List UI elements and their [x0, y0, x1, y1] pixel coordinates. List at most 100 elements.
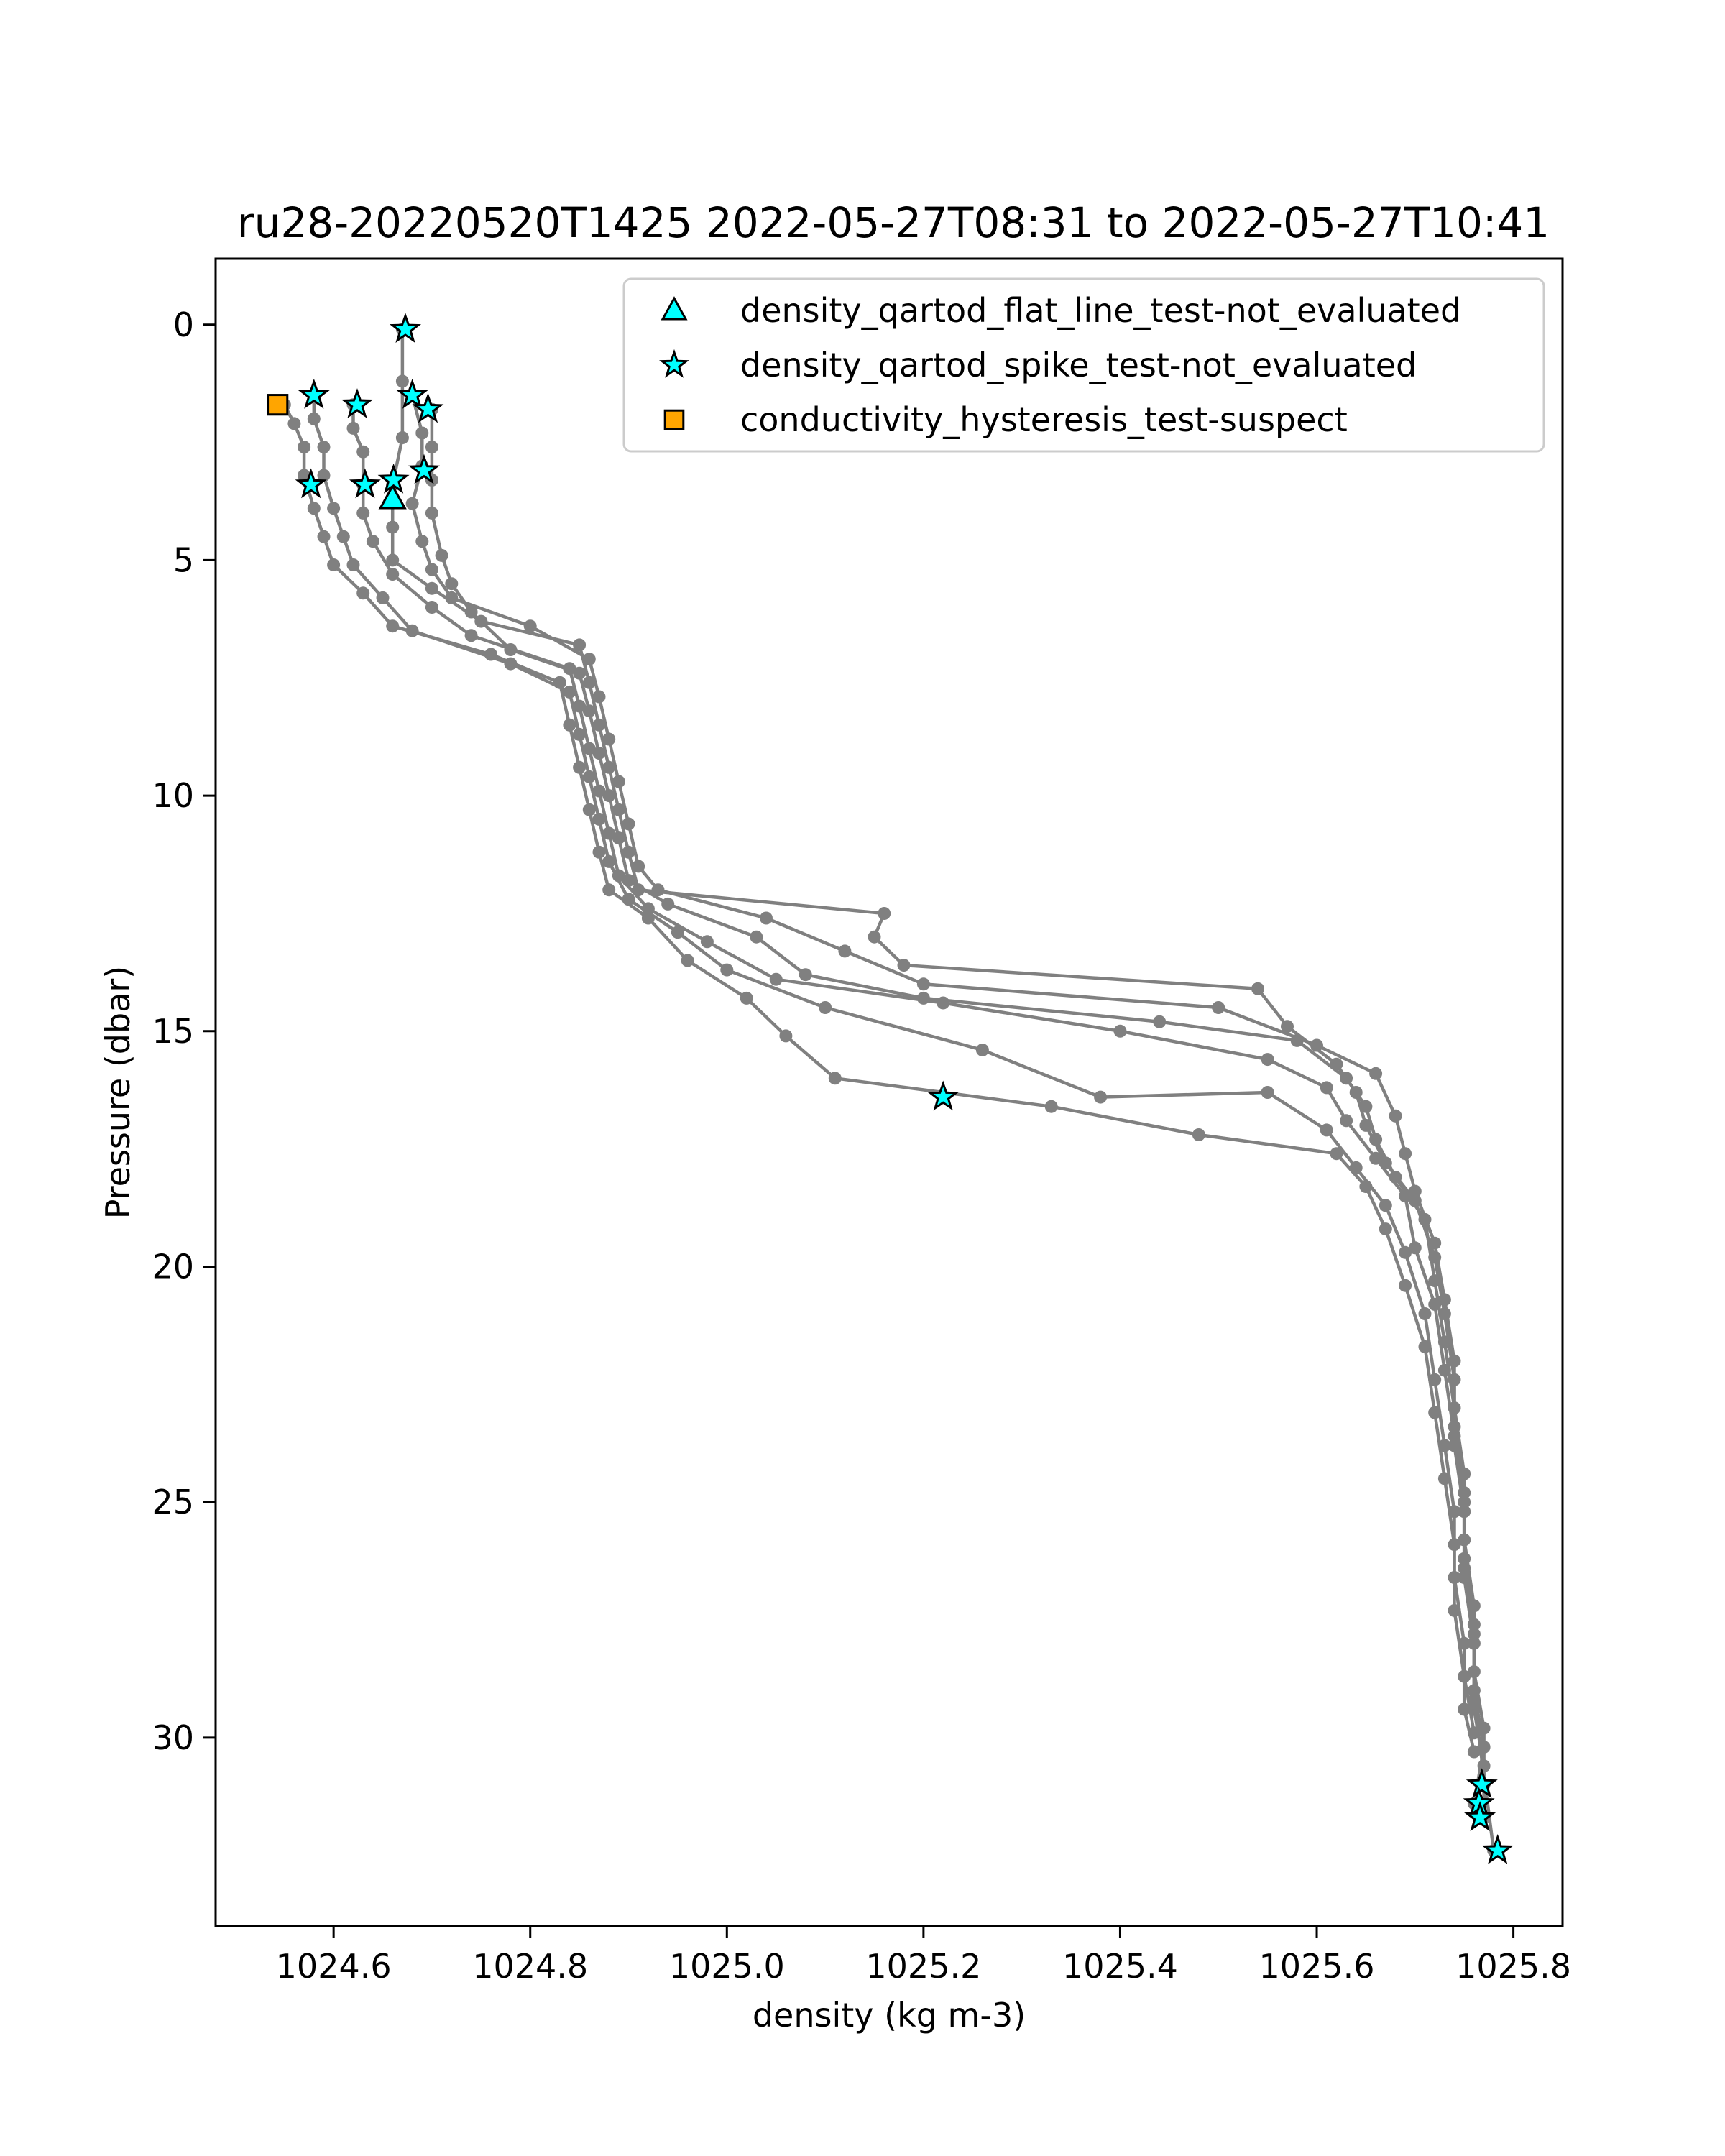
profile-point: [760, 911, 773, 925]
profile-point: [317, 441, 331, 454]
profile-point: [1379, 1199, 1392, 1212]
profile-point: [307, 502, 321, 515]
profile-point: [1467, 1693, 1481, 1707]
profile-point: [661, 897, 675, 911]
profile-point: [897, 959, 911, 972]
profile-point: [1428, 1297, 1442, 1311]
profile-point: [1458, 1496, 1471, 1509]
profile-point: [425, 506, 438, 520]
profile-point: [1359, 1180, 1373, 1194]
flag-marker-star: [412, 392, 444, 423]
profile-point: [632, 860, 645, 873]
profile-point: [563, 662, 576, 676]
profile-point: [1290, 1033, 1304, 1047]
profile-point: [671, 926, 684, 939]
flag-marker-star: [390, 313, 421, 343]
profile-point: [425, 563, 438, 576]
profile-point: [612, 775, 625, 788]
profile-point: [573, 760, 586, 774]
profile-point: [1369, 1067, 1383, 1080]
y-tick-label: 25: [152, 1483, 194, 1521]
profile-point: [1458, 1669, 1471, 1683]
flag-marker-star: [298, 378, 330, 409]
profile-point: [298, 441, 311, 454]
profile-point: [1418, 1307, 1432, 1320]
profile-point: [464, 629, 478, 642]
profile-point: [828, 1072, 842, 1085]
profile-point: [327, 558, 341, 571]
profile-point: [395, 431, 409, 444]
profile-point: [612, 831, 625, 845]
profile-point: [1477, 1721, 1491, 1735]
profile-point: [425, 441, 438, 454]
profile-point: [563, 718, 576, 732]
profile-point: [799, 968, 812, 982]
profile-point: [484, 648, 497, 661]
profile-point: [415, 426, 429, 440]
legend-label: density_qartod_spike_test-not_evaluated: [740, 346, 1417, 384]
profile-point: [868, 930, 881, 944]
x-axis: 1024.6 1024.8 1025.0 1025.2 1025.4 1025.6 1025…: [276, 1926, 1571, 1986]
profile-point: [1261, 1053, 1274, 1067]
profile-point: [1389, 1109, 1402, 1123]
profile-point: [602, 854, 616, 868]
flag-marker-star: [349, 468, 381, 499]
profile-point: [1359, 1100, 1373, 1113]
profile-point: [425, 581, 438, 595]
profile-point: [582, 742, 596, 755]
profile-point: [425, 601, 438, 614]
profile-point: [602, 789, 616, 803]
profile-point: [1399, 1279, 1412, 1292]
profile-point: [1467, 1745, 1481, 1759]
profile-point: [1113, 1024, 1127, 1038]
flag-marker-star: [927, 1080, 960, 1111]
profile-point: [563, 685, 576, 699]
profile-point: [602, 760, 616, 774]
flag-marker-star: [1466, 1768, 1498, 1799]
profile-point: [1251, 982, 1264, 995]
profile-point: [916, 977, 930, 991]
profile-point: [937, 996, 950, 1010]
profile-point: [700, 935, 714, 949]
profile-point: [779, 1029, 793, 1043]
flag-marker-star: [1481, 1833, 1514, 1864]
profile-point: [641, 911, 655, 925]
profile-point: [769, 972, 783, 986]
profile-point: [1340, 1114, 1353, 1128]
profile-point: [1448, 1603, 1461, 1617]
profile-point: [573, 638, 586, 652]
y-tick-label: 30: [152, 1718, 194, 1757]
flag-marker-star: [295, 468, 327, 499]
profile-point: [366, 535, 380, 548]
profile-point: [573, 727, 586, 741]
profile-point: [523, 619, 537, 633]
profile-point: [386, 553, 400, 567]
y-tick-label: 5: [173, 540, 194, 579]
profile-point: [1428, 1236, 1442, 1250]
profile-point: [1310, 1038, 1323, 1052]
profile-point: [1448, 1538, 1461, 1552]
legend-marker-square: [663, 409, 685, 430]
profile-point: [651, 883, 665, 897]
flag-marker-square: [267, 394, 289, 416]
profile-point: [1399, 1245, 1412, 1259]
profile-point: [1261, 1086, 1274, 1099]
profile-line: [282, 404, 1476, 1733]
flag-marker-star: [408, 453, 440, 484]
y-axis: 0 5 10 15 20 25 30: [152, 305, 216, 1757]
y-axis-label: Pressure (dbar): [98, 966, 137, 1219]
profile-point: [435, 548, 448, 562]
profile-point: [1458, 1561, 1471, 1575]
profile-point: [1192, 1128, 1205, 1141]
profile-point: [838, 944, 852, 958]
profile-point: [750, 930, 763, 944]
profile-point: [386, 619, 400, 633]
profile-point: [356, 586, 370, 600]
profile-point: [1369, 1151, 1383, 1165]
profile-point: [1379, 1222, 1392, 1236]
flag-marker-star: [341, 388, 374, 418]
profile-line: [351, 405, 1496, 1851]
legend: density_qartod_flat_line_test-not_evalua…: [622, 277, 1545, 453]
profile-point: [317, 469, 331, 482]
